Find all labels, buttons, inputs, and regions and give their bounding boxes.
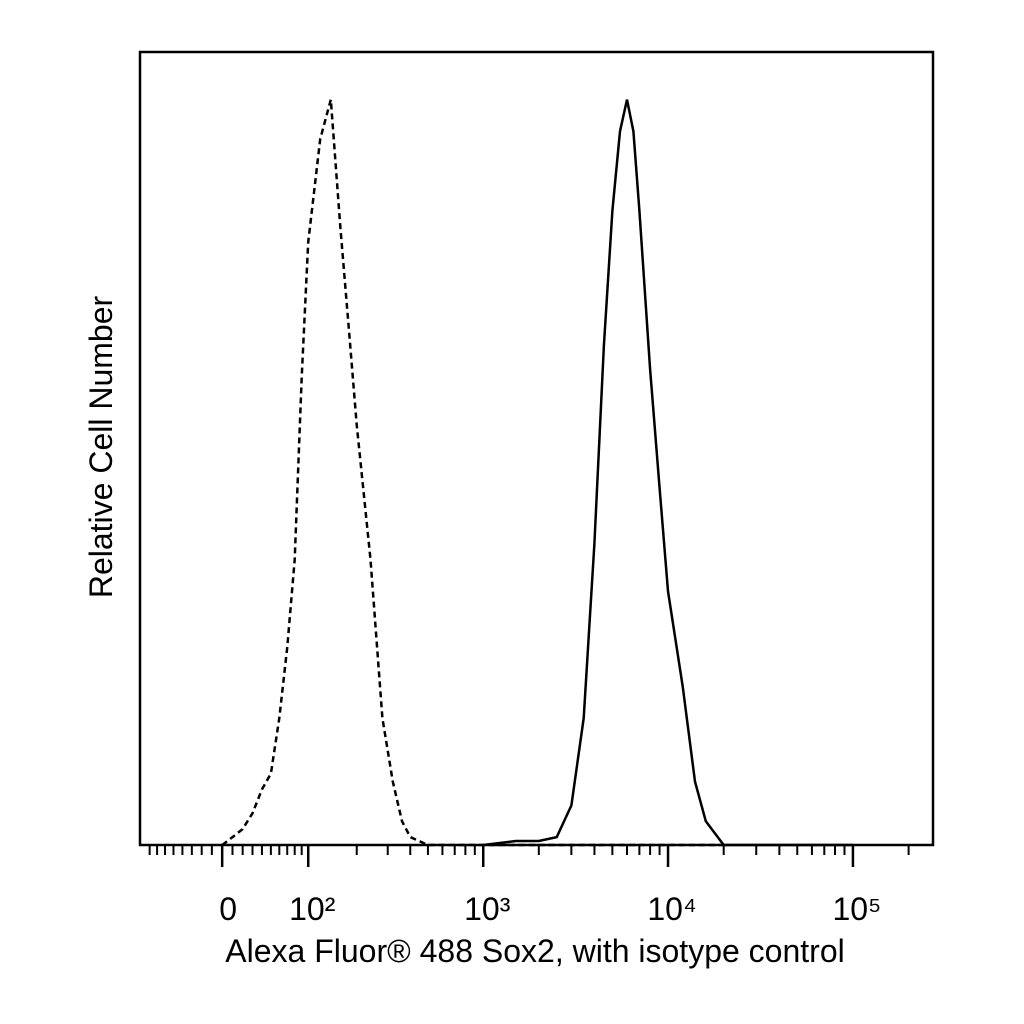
x-tick-label: 10⁵ xyxy=(833,891,882,927)
plot-frame xyxy=(138,50,935,847)
y-axis-label: Relative Cell Number xyxy=(83,295,119,598)
x-tick-label: 10⁴ xyxy=(647,891,696,927)
x-tick-label: 10³ xyxy=(464,891,511,927)
x-tick-label: 0 xyxy=(219,891,237,927)
x-axis-label: Alexa Fluor® 488 Sox2, with isotype cont… xyxy=(225,933,844,969)
x-tick-label: 10² xyxy=(289,891,336,927)
histogram-line xyxy=(483,99,853,847)
isotype-line xyxy=(221,99,724,847)
